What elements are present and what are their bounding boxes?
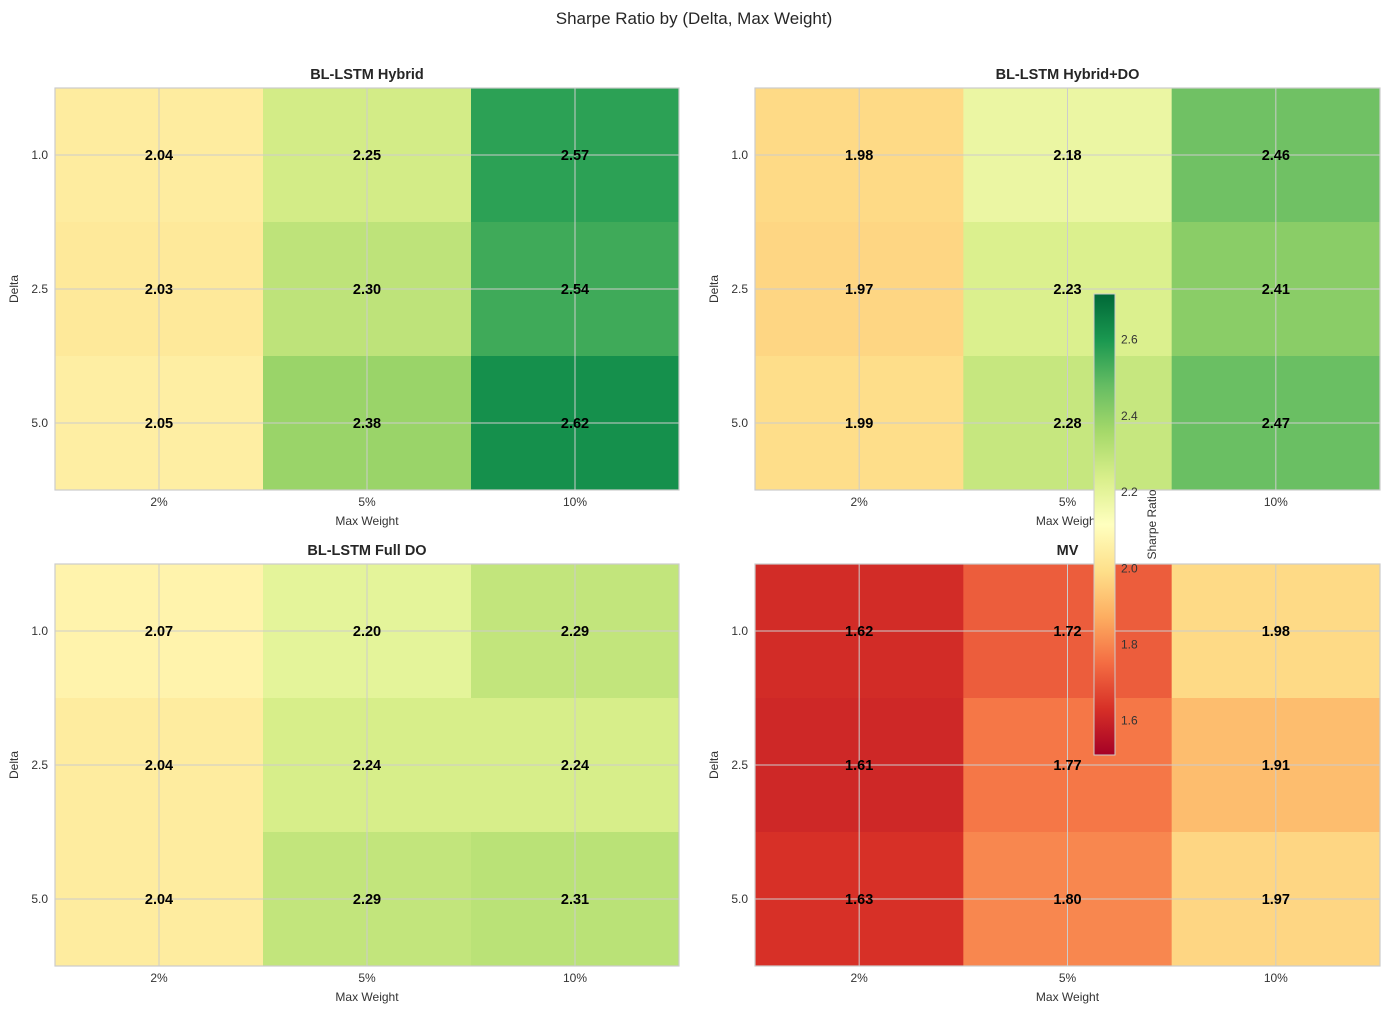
y-tick-label: 5.0: [31, 416, 48, 430]
heatmap-panel: 1.62 1.72 1.98 1.61 1.77 1.91 1.63 1.80 1.97 MV 2%…: [707, 543, 1381, 1004]
x-tick-label: 2%: [850, 971, 868, 985]
colorbar-tick-label: 2.6: [1121, 333, 1138, 347]
axes-frame: [54, 87, 680, 491]
cell-value-label: 2.04: [145, 892, 173, 908]
colorbar-gradient: [1093, 293, 1116, 756]
cell-value-label: 2.31: [561, 892, 589, 908]
cell-value-label: 2.04: [145, 758, 173, 774]
cell-value-label: 2.29: [353, 892, 381, 908]
x-axis-label: Max Weight: [1036, 514, 1100, 528]
cell-value-label: 1.77: [1053, 758, 1081, 774]
cell-value-label: 1.99: [845, 416, 873, 432]
cell-value-label: 2.05: [145, 416, 173, 432]
cell-value-label: 2.20: [353, 624, 381, 640]
x-axis-label: Max Weight: [335, 514, 399, 528]
cell-value-label: 2.57: [561, 148, 589, 164]
y-tick-label: 5.0: [31, 892, 48, 906]
x-axis-label: Max Weight: [335, 990, 399, 1004]
y-tick-label: 1.0: [31, 624, 48, 638]
cell-value-label: 2.04: [145, 148, 173, 164]
colorbar-tick-label: 2.0: [1121, 561, 1138, 575]
x-tick-label: 2%: [150, 495, 168, 509]
colorbar-tick-label: 1.6: [1121, 714, 1138, 728]
cell-value-label: 2.24: [353, 758, 381, 774]
colorbar: 1.6 1.8 2.0 2.2 2.4 2.6 Sharpe Ratio: [1093, 293, 1159, 756]
y-tick-label: 1.0: [731, 624, 748, 638]
x-tick-label: 10%: [1264, 971, 1288, 985]
cell-value-label: 2.07: [145, 624, 173, 640]
y-tick-label: 2.5: [31, 758, 48, 772]
colorbar-tick-label: 1.8: [1121, 638, 1138, 652]
heatmap-panel: 1.98 2.18 2.46 1.97 2.23 2.41 1.99 2.28 2.47 BL-L…: [707, 67, 1381, 528]
x-tick-label: 10%: [1264, 495, 1288, 509]
cell-value-label: 2.38: [353, 416, 381, 432]
cell-value-label: 2.18: [1053, 148, 1081, 164]
figure-title: Sharpe Ratio by (Delta, Max Weight): [556, 9, 833, 28]
cell-value-label: 2.46: [1262, 148, 1290, 164]
axes-frame: [754, 563, 1381, 967]
cell-value-label: 1.61: [845, 758, 873, 774]
y-tick-label: 5.0: [731, 892, 748, 906]
y-tick-label: 2.5: [731, 282, 748, 296]
y-tick-label: 2.5: [31, 282, 48, 296]
y-axis-label: Delta: [7, 275, 21, 303]
cell-value-label: 2.24: [561, 758, 589, 774]
y-axis-label: Delta: [7, 751, 21, 779]
cell-value-label: 2.03: [145, 282, 173, 298]
panel-title: BL-LSTM Hybrid+DO: [996, 67, 1140, 83]
cell-value-label: 1.62: [845, 624, 873, 640]
cell-value-label: 2.47: [1262, 416, 1290, 432]
cell-value-label: 2.25: [353, 148, 381, 164]
cell-value-label: 2.23: [1053, 282, 1081, 298]
y-axis-label: Delta: [707, 751, 721, 779]
x-tick-label: 10%: [563, 971, 587, 985]
axes-frame: [54, 563, 680, 967]
y-tick-label: 5.0: [731, 416, 748, 430]
cell-value-label: 1.97: [1262, 892, 1290, 908]
cell-value-label: 2.54: [561, 282, 589, 298]
x-tick-label: 5%: [1059, 495, 1077, 509]
cell-value-label: 1.63: [845, 892, 873, 908]
x-tick-label: 2%: [150, 971, 168, 985]
panel-title: MV: [1057, 543, 1079, 559]
cell-value-label: 2.62: [561, 416, 589, 432]
cell-value-label: 2.30: [353, 282, 381, 298]
colorbar-label: Sharpe Ratio: [1145, 489, 1159, 559]
y-tick-label: 2.5: [731, 758, 748, 772]
cell-value-label: 2.29: [561, 624, 589, 640]
cell-value-label: 1.91: [1262, 758, 1290, 774]
colorbar-tick-label: 2.4: [1121, 409, 1138, 423]
cell-value-label: 1.98: [845, 148, 873, 164]
heatmap-panel: 2.04 2.25 2.57 2.03 2.30 2.54 2.05 2.38 2.62 BL-L…: [7, 67, 680, 528]
x-tick-label: 2%: [850, 495, 868, 509]
x-tick-label: 10%: [563, 495, 587, 509]
x-tick-label: 5%: [358, 971, 376, 985]
panel-title: BL-LSTM Hybrid: [310, 67, 424, 83]
y-tick-label: 1.0: [731, 148, 748, 162]
cell-value-label: 2.28: [1053, 416, 1081, 432]
axes-frame: [754, 87, 1381, 491]
cell-value-label: 1.98: [1262, 624, 1290, 640]
y-axis-label: Delta: [707, 275, 721, 303]
x-axis-label: Max Weight: [1036, 990, 1100, 1004]
cell-value-label: 1.80: [1053, 892, 1081, 908]
y-tick-label: 1.0: [31, 148, 48, 162]
heatmap-panels: 2.04 2.25 2.57 2.03 2.30 2.54 2.05 2.38 2.62 BL-L…: [7, 67, 1381, 1004]
cell-value-label: 2.41: [1262, 282, 1290, 298]
x-tick-label: 5%: [1059, 971, 1077, 985]
colorbar-tick-label: 2.2: [1121, 485, 1138, 499]
panel-title: BL-LSTM Full DO: [307, 543, 426, 559]
x-tick-label: 5%: [358, 495, 376, 509]
heatmap-panel: 2.07 2.20 2.29 2.04 2.24 2.24 2.04 2.29 2.31 BL-L…: [7, 543, 680, 1004]
cell-value-label: 1.97: [845, 282, 873, 298]
cell-value-label: 1.72: [1053, 624, 1081, 640]
